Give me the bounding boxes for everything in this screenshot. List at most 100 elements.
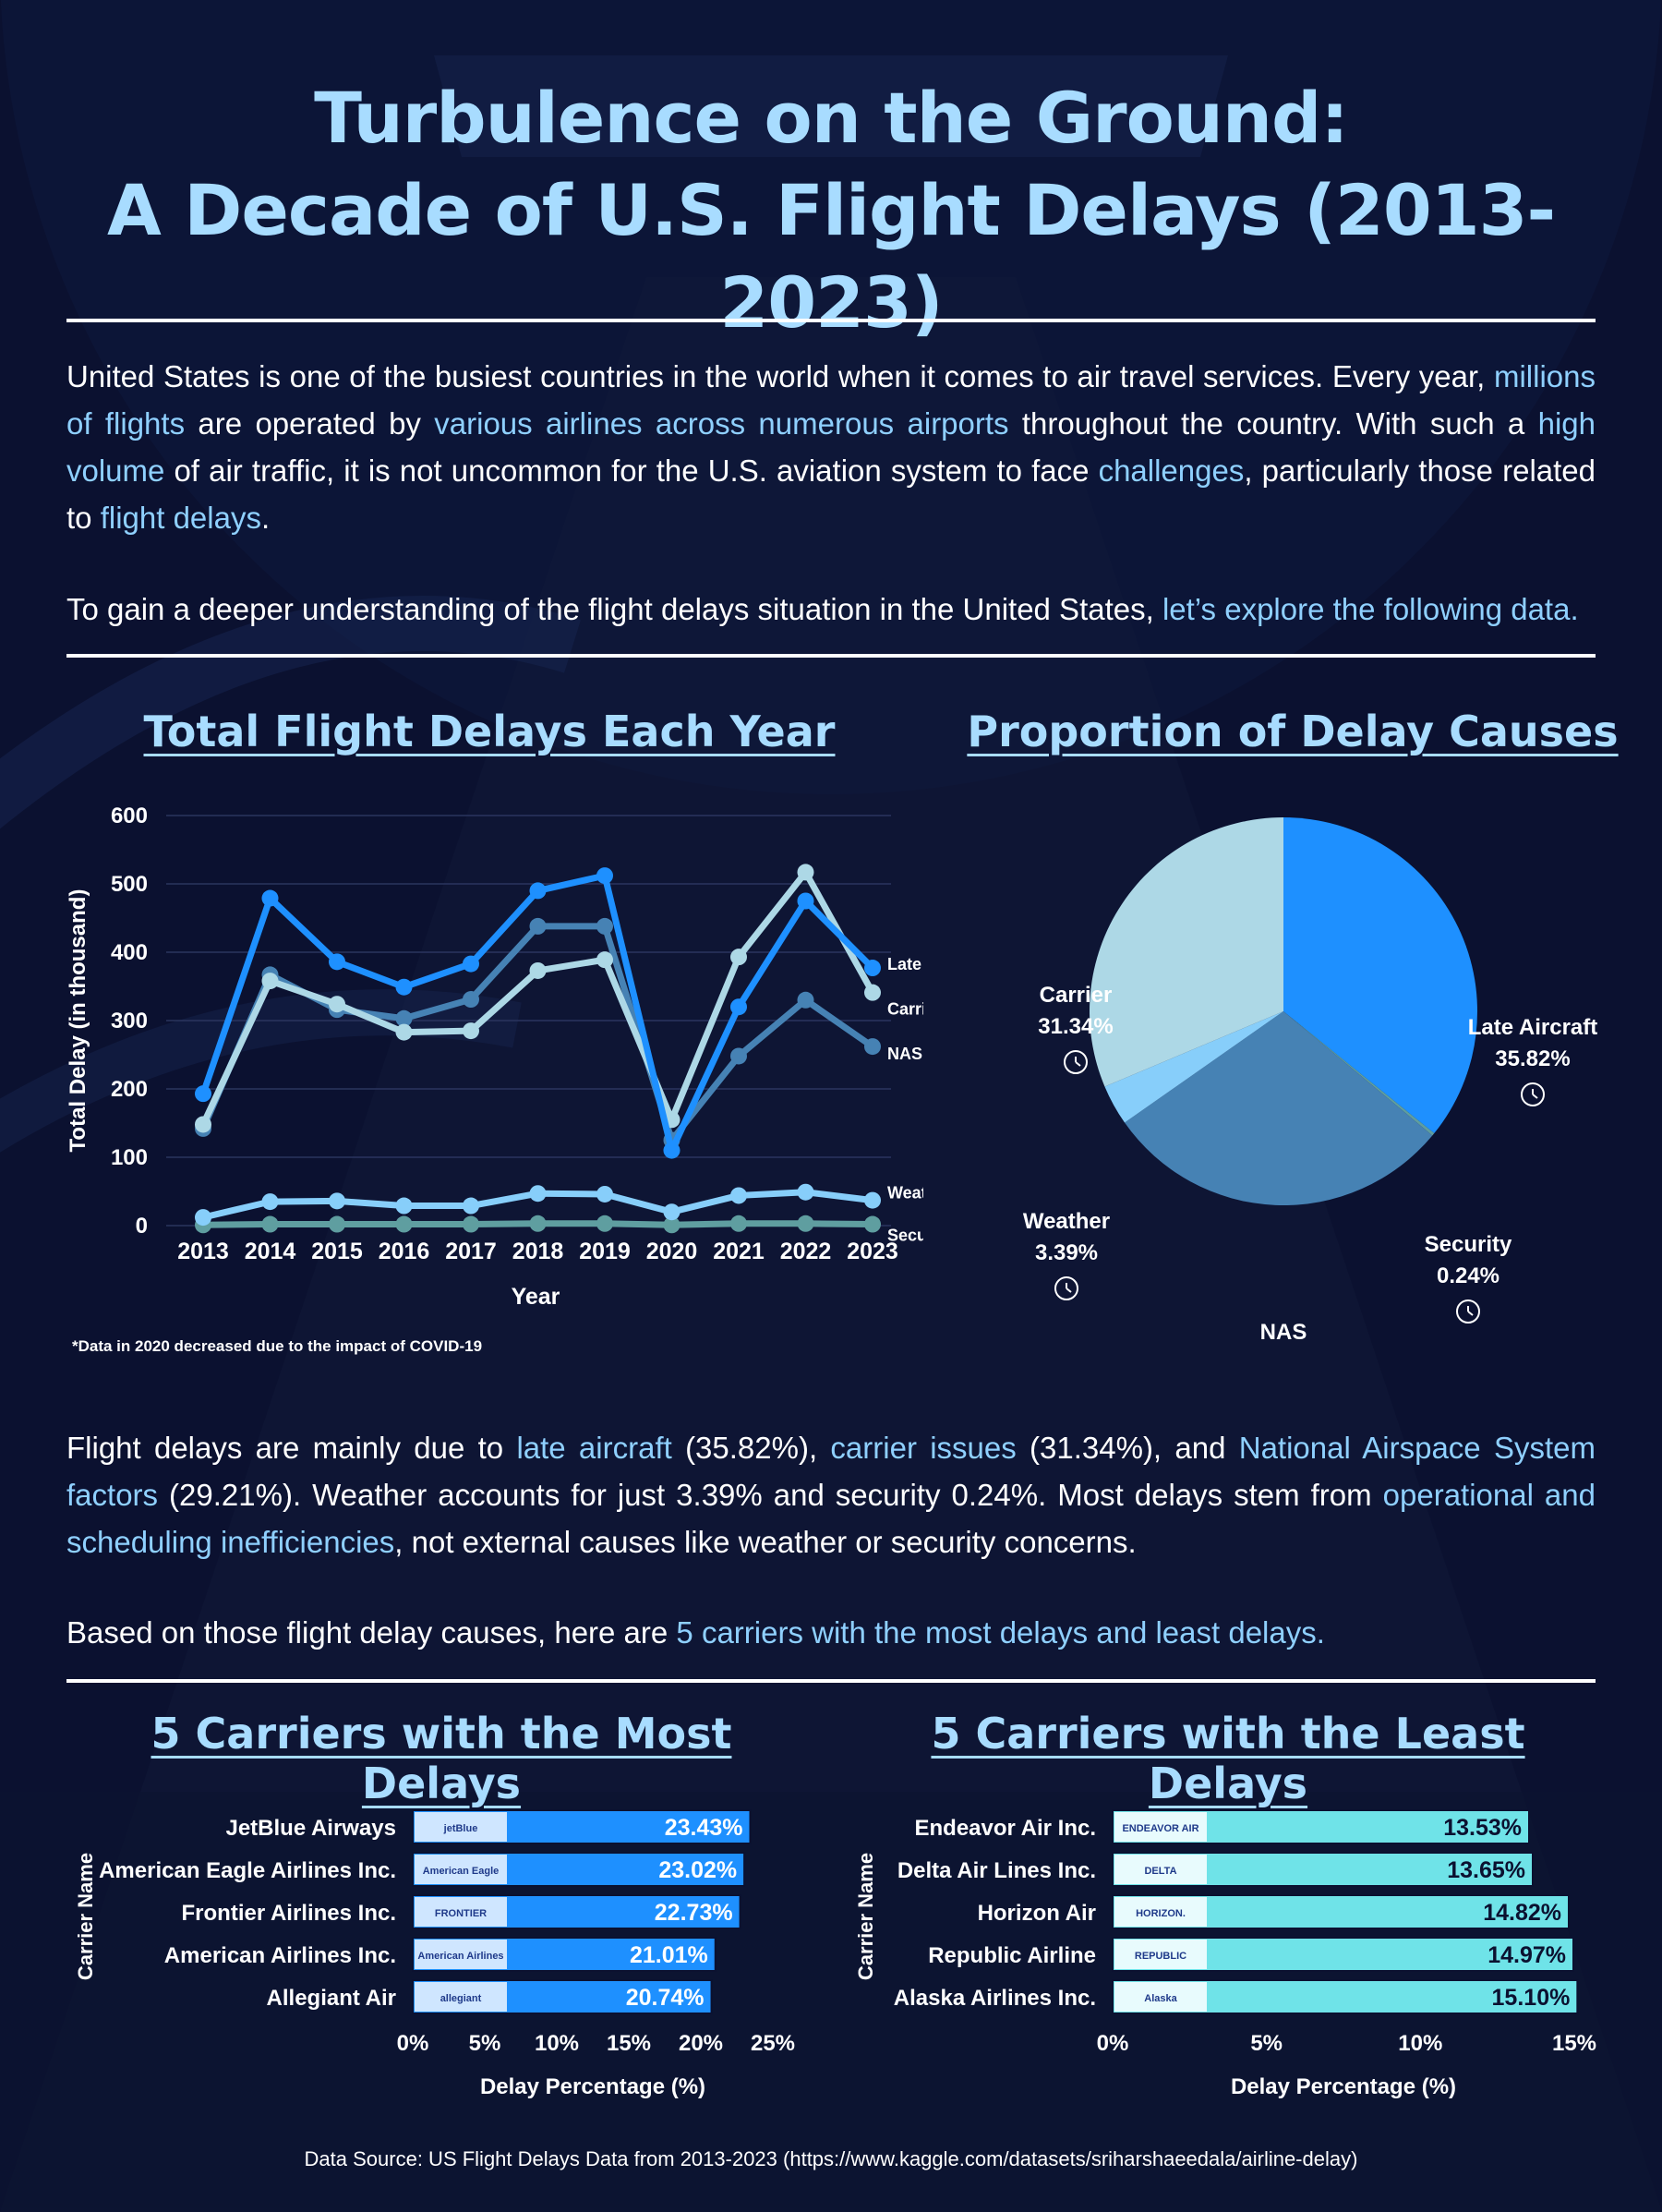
- data-source: Data Source: US Flight Delays Data from …: [304, 2147, 1358, 2170]
- bar-category-label: Horizon Air: [978, 1901, 1096, 1926]
- carrier-logo-box: [415, 1812, 507, 1842]
- data-point: [730, 1215, 747, 1232]
- data-point: [596, 867, 613, 885]
- highlight-text: millions of flights: [66, 359, 1596, 441]
- paragraph-text: To gain a deeper understanding of the fl…: [66, 592, 1162, 626]
- page-title: Turbulence on the Ground: A Decade of U.…: [0, 72, 1662, 349]
- data-point: [261, 973, 279, 990]
- pie-pct-label: 0.24%: [1437, 1263, 1499, 1288]
- data-point: [463, 1022, 479, 1040]
- series-end-label: Carrier: [887, 1000, 923, 1019]
- carrier-logo-box: [415, 1940, 507, 1969]
- y-tick-label: 500: [111, 872, 148, 897]
- y-tick-label: 400: [111, 940, 148, 965]
- carrier-logo: REPUBLIC: [1135, 1951, 1186, 1962]
- intro-paragraph-1: United States is one of the busiest coun…: [66, 353, 1596, 541]
- bar-category-label: Allegiant Air: [267, 1986, 396, 2011]
- line-chart-title: Total Flight Delays Each Year: [143, 707, 836, 756]
- pie-slice-carrier: [1090, 817, 1283, 1087]
- x-tick-label: 2018: [512, 1239, 564, 1264]
- data-point: [797, 892, 814, 910]
- data-point: [596, 917, 613, 935]
- divider-2: [66, 654, 1596, 658]
- bar-value-label: 14.82%: [1483, 1900, 1561, 1926]
- paragraph-text: , particularly those related to: [66, 453, 1596, 535]
- bar-category-label: Delta Air Lines Inc.: [897, 1858, 1096, 1883]
- highlight-text: carrier issues: [830, 1431, 1017, 1465]
- pie-slice-weather: [1104, 1011, 1283, 1123]
- x-tick-label: 2022: [780, 1239, 832, 1264]
- y-tick-label: 300: [111, 1009, 148, 1033]
- highlight-text: high volume: [66, 406, 1596, 488]
- highlight-text: late aircraft: [516, 1431, 672, 1465]
- highlight-text: National Airspace System factors: [66, 1431, 1596, 1512]
- pie-pct-label: 35.82%: [1495, 1046, 1570, 1071]
- carrier-logo-box: [1114, 1940, 1207, 1969]
- shield-lock-icon-mark: [1467, 1311, 1474, 1316]
- series-line-carrier: [199, 868, 876, 1126]
- bar-category-label: JetBlue Airways: [225, 1816, 396, 1841]
- divider-1: [66, 319, 1596, 322]
- x-tick-label: 0%: [1097, 2031, 1129, 2056]
- clock-plane-icon-mark: [1532, 1094, 1538, 1099]
- bar-category-label: American Airlines Inc.: [164, 1943, 396, 1968]
- data-point: [730, 949, 747, 966]
- clock-plane-icon: [1521, 1082, 1545, 1106]
- carrier-logo: Alaska: [1144, 1993, 1177, 2004]
- carrier-logo-box: [1114, 1812, 1207, 1842]
- pie-label: NAS: [1260, 1320, 1307, 1339]
- data-point: [797, 864, 814, 881]
- bar-category-label: Republic Airline: [928, 1943, 1096, 1968]
- intro-paragraph-2: To gain a deeper understanding of the fl…: [66, 586, 1596, 633]
- highlight-text: flight delays: [100, 501, 261, 535]
- carrier-logo: ENDEAVOR AIR: [1122, 1823, 1198, 1834]
- x-tick-label: 2023: [847, 1239, 898, 1264]
- paragraph-text: throughout the country. With such a: [1008, 406, 1538, 441]
- bar-value-label: 14.97%: [1487, 1942, 1566, 1968]
- data-point: [463, 1215, 479, 1233]
- x-tick-label: 20%: [679, 2031, 723, 2056]
- carrier-logo: American Airlines: [417, 1951, 503, 1962]
- carrier-logo-box: [1114, 1897, 1207, 1927]
- pie-slice-late-aircraft: [1283, 817, 1477, 1134]
- carrier-logo: allegiant: [440, 1993, 482, 2004]
- paragraph-text: are operated by: [185, 406, 435, 441]
- y-axis-label: Total Delay (in thousand): [66, 889, 90, 1153]
- pie-label: Late Aircraft: [1468, 1015, 1597, 1040]
- carrier-logo-box: [415, 1855, 507, 1884]
- highlight-text: operational and scheduling inefficiencie…: [66, 1478, 1596, 1559]
- bar-value-label: 23.02%: [658, 1857, 737, 1883]
- least-delays-bar-chart: Endeavor Air Inc. ENDEAVOR AIR 13.53% Delta…: [854, 1809, 1596, 2099]
- bar-value-label: 22.73%: [655, 1900, 733, 1926]
- data-point: [463, 991, 479, 1009]
- bar-value-label: 13.53%: [1443, 1815, 1522, 1841]
- data-point: [797, 1215, 814, 1232]
- carrier-logo: FRONTIER: [435, 1908, 487, 1919]
- carrier-logo: jetBlue: [443, 1823, 478, 1834]
- bar-category-label: Alaska Airlines Inc.: [894, 1986, 1096, 2011]
- rain-cloud-icon: [1054, 1276, 1078, 1300]
- bar-value-label: 23.43%: [665, 1815, 743, 1841]
- bar-category-label: American Eagle Airlines Inc.: [99, 1858, 396, 1883]
- line-chart: 0 100 200 300 400 500 600 2013 2014 2015 2016 2017 2…: [66, 804, 923, 1310]
- carrier-logo-box: [415, 1982, 507, 2012]
- y-tick-label: 600: [111, 804, 148, 828]
- data-point: [864, 1038, 881, 1056]
- x-tick-label: 15%: [1552, 2031, 1596, 2056]
- pilot-icon-mark: [1075, 1061, 1081, 1067]
- data-point: [195, 1209, 211, 1227]
- paragraph-text: Flight delays are mainly due to: [66, 1431, 517, 1465]
- data-point: [730, 998, 747, 1016]
- data-point: [329, 1192, 345, 1210]
- data-point: [529, 917, 547, 935]
- data-point: [663, 1142, 680, 1159]
- divider-3: [66, 1679, 1596, 1683]
- x-tick-label: 2021: [713, 1239, 765, 1264]
- least-delays-title: 5 Carriers with the Least Delays: [931, 1709, 1525, 1808]
- data-point: [529, 882, 547, 900]
- rain-cloud-icon-mark: [1066, 1287, 1072, 1293]
- x-tick-label: 15%: [607, 2031, 651, 2056]
- page-title-line-2: A Decade of U.S. Flight Delays (2013-202…: [106, 169, 1556, 344]
- series-end-label: Late Aircraft: [887, 955, 923, 973]
- highlight-text: 5 carriers with the most delays and leas…: [676, 1615, 1325, 1650]
